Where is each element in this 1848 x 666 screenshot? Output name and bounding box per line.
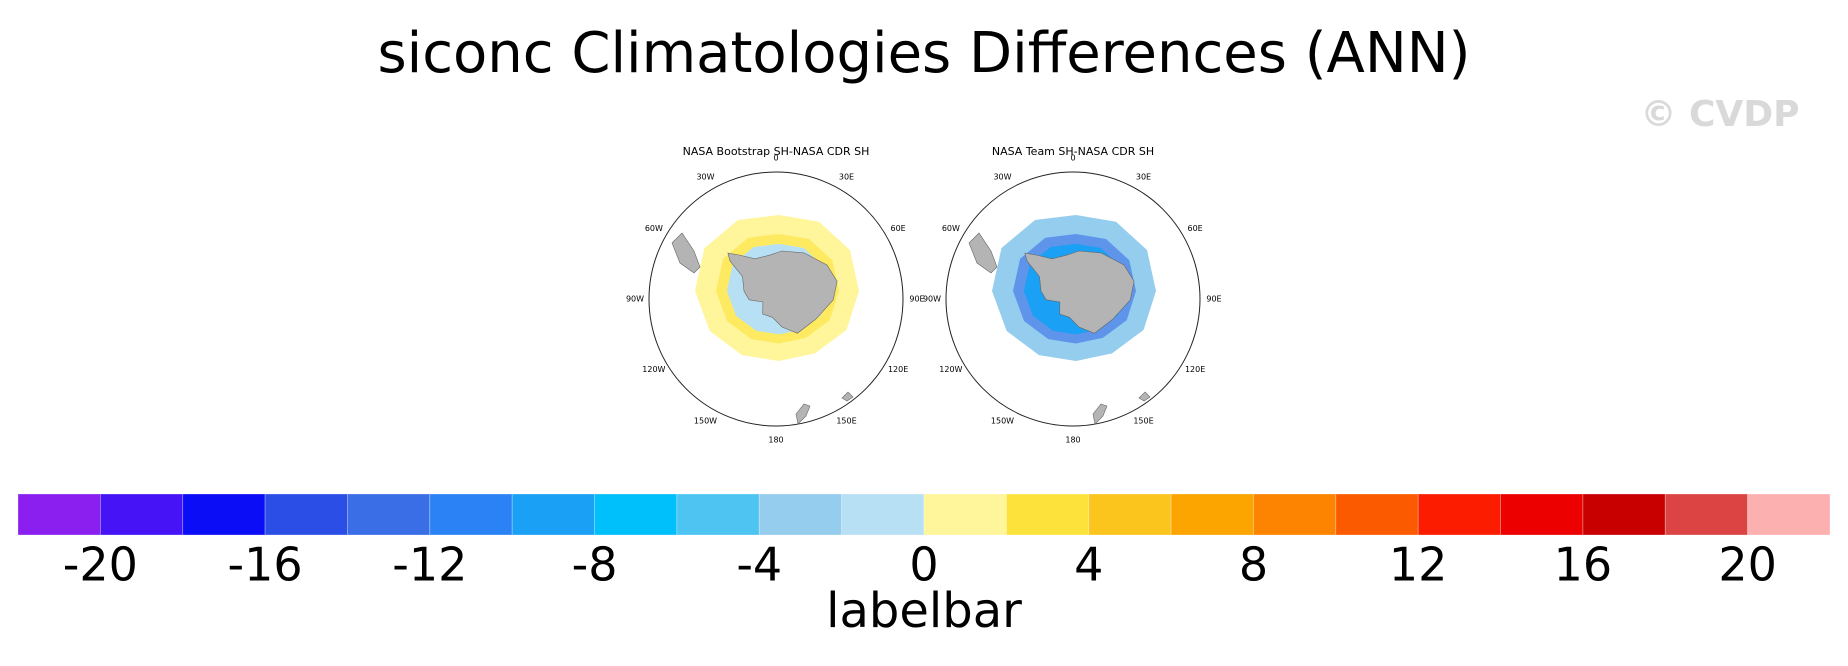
tick-label: 0 <box>909 538 938 592</box>
panel-title: NASA Team SH-NASA CDR SH <box>992 145 1154 158</box>
color-box <box>1664 493 1749 536</box>
lon-label: 60E <box>1187 224 1202 233</box>
tick-label: 4 <box>1074 538 1103 592</box>
lon-label: 120W <box>642 365 665 374</box>
lon-label: 150W <box>694 417 717 426</box>
color-box <box>511 493 595 536</box>
tick-label: 12 <box>1389 538 1448 592</box>
maps: NASA Bootstrap SH-NASA CDR SH030E60E90E1… <box>626 145 1222 445</box>
tick-label: 8 <box>1239 538 1268 592</box>
lon-label: 30E <box>839 172 854 181</box>
lon-label: 90W <box>626 295 644 304</box>
lon-label: 60W <box>645 224 663 233</box>
lon-label: 180 <box>768 436 783 445</box>
color-box <box>264 493 348 536</box>
lon-label: 150W <box>991 417 1014 426</box>
lon-label: 150E <box>1133 417 1153 426</box>
lon-label: 30W <box>696 172 714 181</box>
tick-label: -16 <box>228 538 303 592</box>
color-box <box>594 493 678 536</box>
tick-label: -4 <box>736 538 782 592</box>
new-zealand <box>795 403 811 425</box>
tick-label: 20 <box>1718 538 1777 592</box>
color-box <box>676 493 760 536</box>
color-box <box>1088 493 1172 536</box>
color-box <box>1335 493 1419 536</box>
lon-label: 0 <box>773 154 778 163</box>
antarctica <box>727 250 838 334</box>
lon-label: 90W <box>923 295 941 304</box>
lon-label: 60W <box>942 224 960 233</box>
watermark: © CVDP <box>1640 94 1799 135</box>
color-box <box>99 493 184 536</box>
color-box <box>923 493 1007 536</box>
tasmania <box>841 391 854 402</box>
labelbar: -20 -16 -12 -8 -4 0 4 8 12 16 20 <box>17 493 1831 592</box>
tasmania <box>1138 391 1151 402</box>
south-america <box>968 232 998 274</box>
lon-label: 30E <box>1136 172 1151 181</box>
color-box <box>347 493 431 536</box>
lon-label: 150E <box>836 417 856 426</box>
map-panel: NASA Team SH-NASA CDR SH0 30E 60E 90E 120E 15… <box>923 145 1222 445</box>
lon-label: 180 <box>1065 436 1080 445</box>
lon-label: 120E <box>888 365 908 374</box>
lon-label: 60E <box>890 224 905 233</box>
color-box <box>1005 493 1090 536</box>
color-box <box>1582 493 1666 536</box>
color-box <box>182 493 266 536</box>
tick-label: -12 <box>392 538 467 592</box>
color-box <box>1500 493 1584 536</box>
new-zealand <box>1092 403 1108 425</box>
lon-label: 120W <box>939 365 962 374</box>
lon-label: 90E <box>909 295 924 304</box>
tick-label: 16 <box>1554 538 1613 592</box>
tick-label: -8 <box>572 538 618 592</box>
antarctica <box>1024 250 1135 334</box>
color-box <box>758 493 843 536</box>
color-box <box>429 493 513 536</box>
lon-label: 120E <box>1185 365 1205 374</box>
panel-title: NASA Bootstrap SH-NASA CDR SH <box>683 145 870 158</box>
color-box <box>841 493 925 536</box>
labelbar-title: labelbar <box>826 583 1022 639</box>
lon-label: 0 <box>1070 154 1075 163</box>
figure-title: siconc Climatologies Differences (ANN) <box>378 21 1471 86</box>
color-box <box>1417 493 1501 536</box>
color-box <box>17 493 101 536</box>
color-box <box>1253 493 1337 536</box>
color-box <box>1747 493 1831 536</box>
lon-label: 90E <box>1206 295 1221 304</box>
tick-label: -20 <box>63 538 138 592</box>
map-panel: NASA Bootstrap SH-NASA CDR SH0 30E 60E 90E 1… <box>626 145 925 445</box>
south-america <box>671 232 701 274</box>
lon-label: 30W <box>993 172 1011 181</box>
color-box <box>1170 493 1254 536</box>
